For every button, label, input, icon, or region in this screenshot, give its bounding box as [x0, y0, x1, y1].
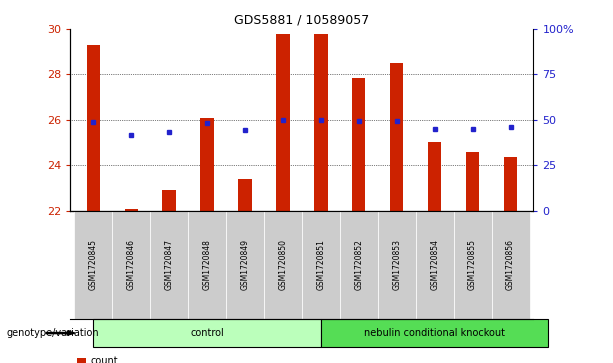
Text: GSM1720854: GSM1720854 — [430, 240, 439, 290]
Text: control: control — [190, 328, 224, 338]
Bar — [466, 152, 479, 211]
Bar — [390, 63, 403, 211]
Bar — [86, 45, 100, 211]
Bar — [162, 190, 176, 211]
Text: GSM1720850: GSM1720850 — [278, 240, 287, 290]
Text: GSM1720855: GSM1720855 — [468, 240, 477, 290]
Bar — [276, 34, 289, 211]
Bar — [124, 209, 138, 211]
Bar — [238, 179, 252, 211]
Text: GSM1720849: GSM1720849 — [240, 240, 249, 290]
Bar — [428, 143, 441, 211]
Bar — [200, 118, 214, 211]
Text: GSM1720845: GSM1720845 — [89, 240, 97, 290]
Text: count: count — [91, 356, 118, 363]
Text: genotype/variation: genotype/variation — [6, 328, 99, 338]
Text: GSM1720846: GSM1720846 — [127, 240, 135, 290]
Bar — [352, 78, 365, 211]
Bar — [314, 34, 327, 211]
Text: GSM1720853: GSM1720853 — [392, 240, 402, 290]
Text: GSM1720856: GSM1720856 — [506, 240, 515, 290]
Bar — [504, 157, 517, 211]
Text: GSM1720851: GSM1720851 — [316, 240, 326, 290]
Text: GSM1720852: GSM1720852 — [354, 240, 364, 290]
Text: GSM1720848: GSM1720848 — [202, 240, 211, 290]
Text: nebulin conditional knockout: nebulin conditional knockout — [364, 328, 505, 338]
Text: GSM1720847: GSM1720847 — [165, 240, 173, 290]
Title: GDS5881 / 10589057: GDS5881 / 10589057 — [234, 13, 370, 26]
